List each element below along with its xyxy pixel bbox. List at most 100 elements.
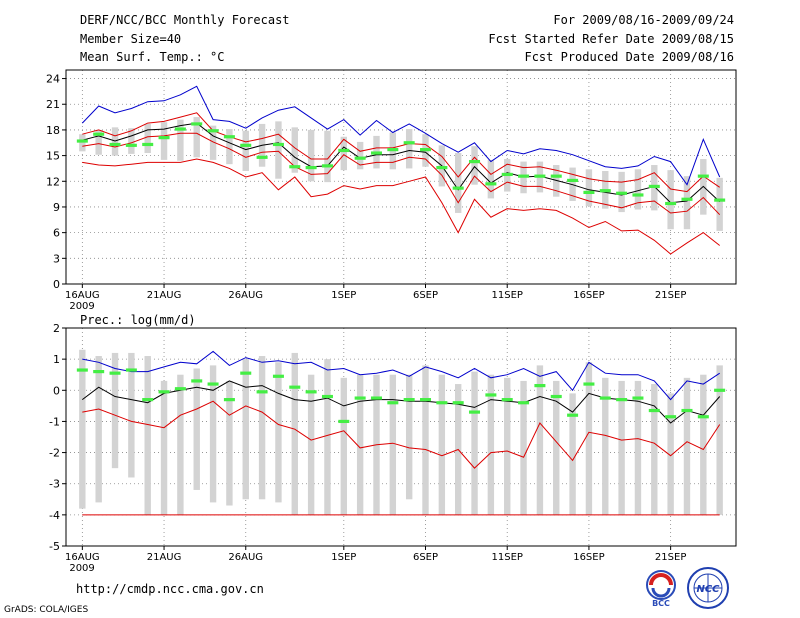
ncc-logo: NCC: [687, 567, 729, 609]
obs-marker: [142, 398, 154, 402]
obs-marker: [436, 401, 448, 405]
member-size: Member Size=40: [80, 32, 182, 46]
obs-marker: [485, 182, 497, 186]
spread-box: [291, 352, 298, 515]
forecast-period: For 2009/08/16-2009/09/24: [553, 13, 734, 27]
obs-marker: [403, 141, 415, 145]
obs-marker: [632, 193, 644, 197]
y-tick-label: 2: [53, 322, 60, 335]
obs-marker: [648, 408, 660, 413]
obs-marker: [599, 189, 611, 193]
spread-box: [536, 365, 544, 515]
spread-box: [307, 374, 315, 515]
spread-box: [405, 374, 413, 500]
x-tick-label: 21AUG: [147, 290, 182, 301]
x-tick-label: 16AUG: [65, 290, 100, 301]
obs-marker: [240, 143, 252, 147]
spread-box: [209, 365, 217, 503]
obs-marker: [469, 410, 481, 414]
spread-box: [602, 377, 609, 515]
obs-marker: [583, 190, 595, 195]
y-tick-label: 12: [46, 175, 60, 188]
bcc-logo: BCC: [646, 570, 676, 608]
y-tick-label: 3: [53, 252, 60, 265]
obs-marker: [321, 164, 333, 168]
x-tick-label: 21SEP: [655, 290, 686, 301]
max-line: [82, 350, 720, 401]
chart-title: DERF/NCC/BCC Monthly Forecast: [80, 13, 290, 27]
spread-box: [487, 374, 495, 515]
spread-box: [307, 129, 315, 182]
lower-spread-line: [82, 400, 721, 469]
ncc-logo-label: NCC: [696, 584, 720, 595]
spread-box: [405, 129, 413, 169]
spread-box: [160, 122, 168, 160]
obs-marker: [174, 387, 186, 391]
obs-marker: [76, 368, 88, 372]
spread-box: [193, 368, 200, 490]
obs-marker: [697, 415, 709, 419]
spread-box: [471, 371, 478, 515]
ensemble-mean-line: [82, 122, 721, 204]
obs-marker: [305, 165, 317, 170]
y-tick-label: -1: [49, 415, 60, 428]
spread-box: [454, 153, 462, 213]
obs-marker: [583, 382, 595, 386]
spread-box: [520, 380, 527, 515]
y-tick-label: 18: [46, 124, 60, 137]
x-tick-label: 6SEP: [413, 552, 438, 563]
obs-marker: [714, 388, 726, 392]
obs-marker: [289, 385, 301, 389]
obs-marker: [420, 148, 432, 152]
obs-marker: [223, 135, 235, 139]
obs-marker: [518, 401, 530, 405]
y-tick-label: 24: [46, 73, 60, 86]
y-tick-label: -4: [49, 509, 60, 522]
spread-box: [553, 380, 560, 515]
obs-marker: [420, 398, 432, 402]
spread-box: [389, 374, 397, 515]
obs-marker: [534, 174, 546, 178]
precip-panel-title: Prec.: log(mm/d): [80, 313, 196, 327]
forecast-started-date: Fcst Started Refer Date 2009/08/15: [488, 32, 734, 46]
obs-marker: [125, 368, 137, 372]
obs-marker: [354, 156, 366, 160]
y-tick-label: -2: [49, 447, 60, 460]
spread-box: [258, 356, 266, 500]
obs-marker: [501, 398, 513, 402]
obs-marker: [387, 148, 399, 152]
obs-marker: [272, 374, 284, 378]
spread-box: [667, 393, 674, 515]
spread-box: [128, 128, 135, 154]
max-line: [81, 85, 721, 186]
obs-marker: [452, 186, 464, 190]
obs-marker: [321, 394, 333, 399]
obs-marker: [158, 136, 170, 140]
obs-marker: [485, 393, 497, 397]
spread-box: [683, 377, 691, 515]
obs-marker: [338, 148, 350, 153]
spread-box: [275, 121, 282, 179]
obs-marker: [697, 174, 709, 178]
obs-marker: [550, 174, 562, 178]
y-tick-label: 1: [53, 353, 60, 366]
y-tick-label: 9: [53, 201, 60, 214]
x-tick-year-label: 2009: [69, 563, 94, 574]
grads-credit: GrADS: COLA/IGES: [4, 605, 89, 615]
spread-box: [177, 119, 184, 161]
spread-box: [242, 359, 249, 500]
source-url[interactable]: http://cmdp.ncc.cma.gov.cn: [76, 582, 264, 596]
obs-marker: [436, 165, 448, 170]
y-tick-label: 21: [46, 98, 60, 111]
obs-marker: [305, 390, 317, 394]
obs-marker: [256, 155, 268, 159]
obs-marker: [289, 165, 301, 169]
obs-marker: [93, 132, 105, 136]
obs-marker: [207, 129, 219, 133]
obs-marker: [125, 143, 137, 147]
spread-box: [79, 349, 86, 509]
obs-marker: [714, 198, 726, 202]
y-tick-label: 0: [53, 384, 60, 397]
